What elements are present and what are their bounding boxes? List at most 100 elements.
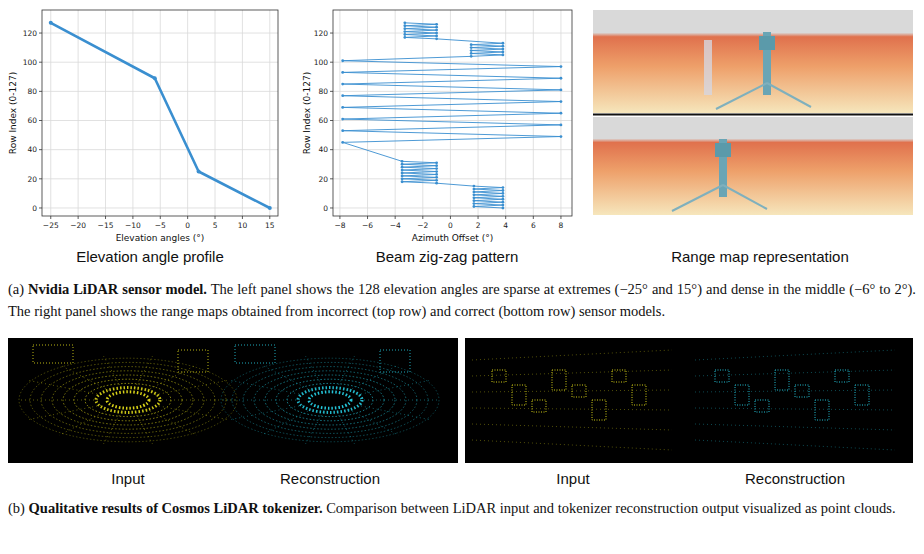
- tick-label: 10: [238, 221, 248, 230]
- point-cloud: [18, 345, 238, 444]
- marker: [502, 45, 505, 48]
- marker: [341, 83, 344, 86]
- plot-frame: [42, 10, 278, 216]
- scan-line: [472, 424, 672, 430]
- grid-line: [333, 178, 572, 179]
- marker: [502, 189, 505, 192]
- scan-ring: [74, 379, 182, 421]
- grid-line: [42, 120, 278, 121]
- point-cloud: [472, 350, 672, 450]
- y-axis-label: Row Index (0-127): [8, 72, 18, 154]
- separator: [593, 114, 913, 116]
- marker: [401, 172, 404, 175]
- marker: [401, 175, 404, 178]
- marker: [341, 94, 344, 97]
- scan-ring: [309, 392, 351, 408]
- tick: [50, 216, 51, 219]
- marker: [401, 163, 404, 166]
- marker: [341, 71, 344, 74]
- tick: [330, 207, 333, 208]
- structure: [795, 385, 809, 397]
- grid-line: [560, 10, 561, 216]
- marker: [435, 170, 438, 173]
- tick: [533, 216, 534, 219]
- marker: [197, 170, 201, 174]
- grid-line: [533, 10, 534, 216]
- marker: [435, 23, 438, 26]
- scan-ray: [135, 356, 153, 388]
- tick-label: 120: [23, 29, 38, 38]
- tick-label: 20: [27, 175, 37, 184]
- tick: [39, 149, 42, 150]
- page: −25−20−15−10−5051015020406080100120Eleva…: [0, 0, 924, 554]
- tick-label: 80: [27, 87, 37, 96]
- scan-ray: [231, 380, 303, 394]
- point-cloud: [695, 350, 895, 450]
- tick-label: 100: [314, 58, 329, 67]
- marker: [470, 52, 473, 55]
- ghost-pole: [704, 40, 712, 95]
- scan-ray: [59, 409, 109, 435]
- marker: [473, 188, 476, 191]
- plot-frame: [333, 10, 572, 216]
- tick-label: −25: [43, 221, 59, 230]
- marker: [473, 202, 476, 205]
- tick-label: −8: [334, 221, 345, 230]
- tick-label: −20: [70, 221, 86, 230]
- tick: [339, 216, 340, 219]
- marker: [560, 100, 563, 103]
- image-bg: [465, 338, 913, 463]
- tick: [39, 207, 42, 208]
- marker: [502, 207, 505, 210]
- grid-line: [478, 10, 479, 216]
- tick: [132, 216, 133, 219]
- tick: [39, 120, 42, 121]
- structure: [532, 400, 546, 412]
- tick: [160, 216, 161, 219]
- structure: [612, 370, 626, 382]
- tick: [187, 216, 188, 219]
- image-label: Input: [111, 470, 145, 487]
- line: [51, 23, 270, 208]
- grid-line: [187, 10, 188, 216]
- marker: [473, 196, 476, 199]
- grid-line: [269, 10, 270, 216]
- scan-ring: [107, 392, 149, 408]
- grid-line: [105, 10, 106, 216]
- scan-line: [472, 408, 672, 410]
- grid-line: [78, 10, 79, 216]
- tick-label: 8: [559, 221, 564, 230]
- marker: [401, 180, 404, 183]
- scan-ray: [349, 409, 399, 435]
- scan-line: [695, 390, 895, 392]
- tick-label: 100: [23, 58, 38, 67]
- grid-line: [505, 10, 506, 216]
- tick-label: −6: [362, 221, 373, 230]
- tick-label: 6: [531, 221, 536, 230]
- tick: [39, 178, 42, 179]
- panel-title: Elevation angle profile: [76, 248, 224, 265]
- tick: [395, 216, 396, 219]
- tick-label: 15: [265, 221, 275, 230]
- tick: [39, 91, 42, 92]
- structure: [178, 350, 208, 372]
- tick-label: −4: [390, 221, 401, 230]
- structure: [715, 370, 729, 382]
- point-cloud-images: [8, 338, 913, 463]
- marker: [403, 30, 406, 33]
- marker: [502, 204, 505, 207]
- scan-ray: [337, 356, 355, 388]
- tick-label: 5: [213, 221, 218, 230]
- marker: [341, 118, 344, 121]
- scan-ring: [232, 362, 428, 437]
- x-axis-label: Azimuth Offset (°): [412, 233, 493, 243]
- marker: [435, 161, 438, 164]
- scan-ray: [261, 409, 311, 435]
- grid-line: [42, 33, 278, 34]
- marker: [403, 24, 406, 27]
- tick: [478, 216, 479, 219]
- structure: [632, 385, 646, 405]
- structure: [235, 345, 275, 363]
- marker: [435, 32, 438, 35]
- y-axis-label: Row Index (0-127): [302, 72, 312, 154]
